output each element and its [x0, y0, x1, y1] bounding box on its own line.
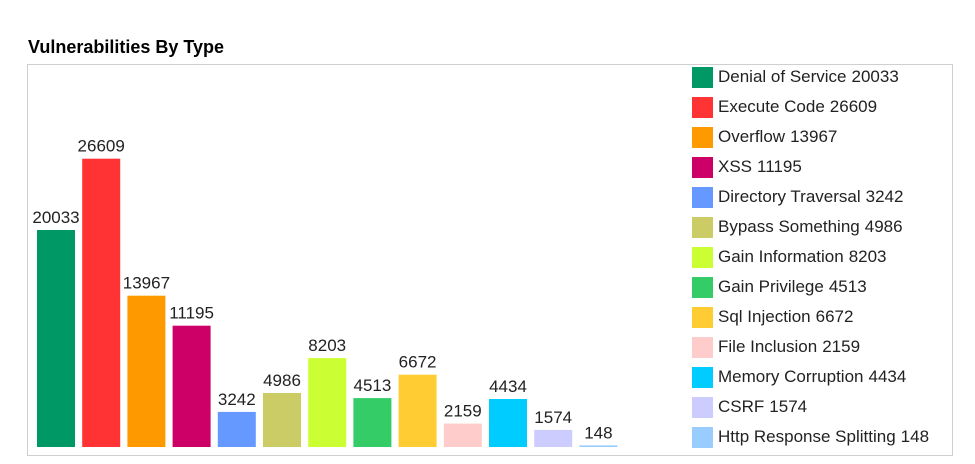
legend-item-11: CSRF 1574 [692, 396, 807, 418]
bar-value-label-5: 4986 [263, 371, 301, 390]
bar-7 [353, 398, 392, 447]
bar-10 [489, 399, 527, 447]
legend-item-8: Sql Injection 6672 [692, 306, 853, 328]
legend-item-9: File Inclusion 2159 [692, 336, 860, 358]
bar-6 [308, 358, 347, 447]
legend-value: 3242 [865, 187, 904, 206]
legend-label: CSRF [718, 397, 765, 416]
bar-12 [579, 445, 618, 447]
legend-value: 1574 [769, 397, 808, 416]
legend-swatch [692, 156, 713, 178]
legend-label: Overflow [718, 127, 786, 146]
legend-swatch [692, 336, 713, 358]
legend-label: Sql Injection [718, 307, 811, 326]
bar-0 [37, 230, 75, 447]
legend-swatch [692, 306, 713, 328]
legend-value: 4513 [828, 277, 867, 296]
bar-1 [82, 158, 121, 447]
legend-label: XSS [718, 157, 753, 176]
bar-value-label-7: 4513 [353, 376, 391, 395]
bar-5 [263, 393, 301, 447]
legend-label: Gain Information [718, 247, 844, 266]
legend-label: Bypass Something [718, 217, 860, 236]
bar-4 [217, 411, 256, 447]
bar-value-label-9: 2159 [444, 402, 482, 421]
legend-item-3: XSS 11195 [692, 156, 802, 178]
legend-value: 4986 [864, 217, 903, 236]
bar-11 [534, 429, 573, 447]
bar-value-label-10: 4434 [489, 377, 527, 396]
legend-item-4: Directory Traversal 3242 [692, 186, 903, 208]
legend-value: 20033 [851, 67, 899, 86]
chart-title: Vulnerabilities By Type [28, 37, 225, 57]
legend-value: 4434 [868, 367, 907, 386]
bar-value-label-0: 20033 [32, 208, 79, 227]
bar-9 [443, 423, 482, 447]
legend-label: File Inclusion [718, 337, 818, 356]
legend-item-10: Memory Corruption 4434 [692, 366, 906, 388]
bar-value-label-6: 8203 [308, 336, 346, 355]
legend-swatch [692, 276, 713, 298]
bar-value-label-1: 26609 [78, 137, 125, 156]
bar-value-label-11: 1574 [534, 408, 572, 427]
bar-3 [172, 325, 211, 447]
legend-item-1: Execute Code 26609 [692, 96, 877, 118]
legend-label: Memory Corruption [718, 367, 864, 386]
legend-value: 2159 [822, 337, 861, 356]
legend-value: 8203 [848, 247, 887, 266]
legend-item-2: Overflow 13967 [692, 126, 837, 148]
legend-swatch [692, 246, 713, 268]
legend-label: Denial of Service [718, 67, 847, 86]
legend-swatch [692, 426, 713, 448]
legend-label: Gain Privilege [718, 277, 824, 296]
legend-swatch [692, 126, 713, 148]
legend-value: 6672 [815, 307, 854, 326]
legend-item-7: Gain Privilege 4513 [692, 276, 867, 298]
legend-value: 11195 [757, 157, 802, 176]
legend-swatch [692, 96, 713, 118]
legend-item-5: Bypass Something 4986 [692, 216, 903, 238]
legend-swatch [692, 66, 713, 88]
legend-value: 26609 [829, 97, 878, 116]
legend-label: Directory Traversal [718, 187, 861, 206]
legend-item-0: Denial of Service 20033 [692, 66, 899, 88]
legend-swatch [692, 396, 713, 418]
legend-value: 148 [900, 427, 930, 446]
bar-8 [398, 374, 437, 447]
bar-value-label-4: 3242 [218, 390, 256, 409]
chart-frame [27, 64, 953, 456]
legend-swatch [692, 216, 713, 238]
legend-label: Http Response Splitting [718, 427, 896, 446]
bar-value-label-3: 11195 [169, 304, 214, 323]
bar-value-label-8: 6672 [399, 353, 437, 372]
legend-label: Execute Code [718, 97, 825, 116]
legend-swatch [692, 186, 713, 208]
bar-value-label-2: 13967 [123, 274, 170, 293]
bar-value-label-12: 148 [584, 423, 612, 442]
legend-value: 13967 [790, 127, 838, 146]
legend-item-6: Gain Information 8203 [692, 246, 887, 268]
legend-item-12: Http Response Splitting 148 [692, 426, 929, 448]
legend-swatch [692, 366, 713, 388]
bar-2 [127, 295, 166, 447]
